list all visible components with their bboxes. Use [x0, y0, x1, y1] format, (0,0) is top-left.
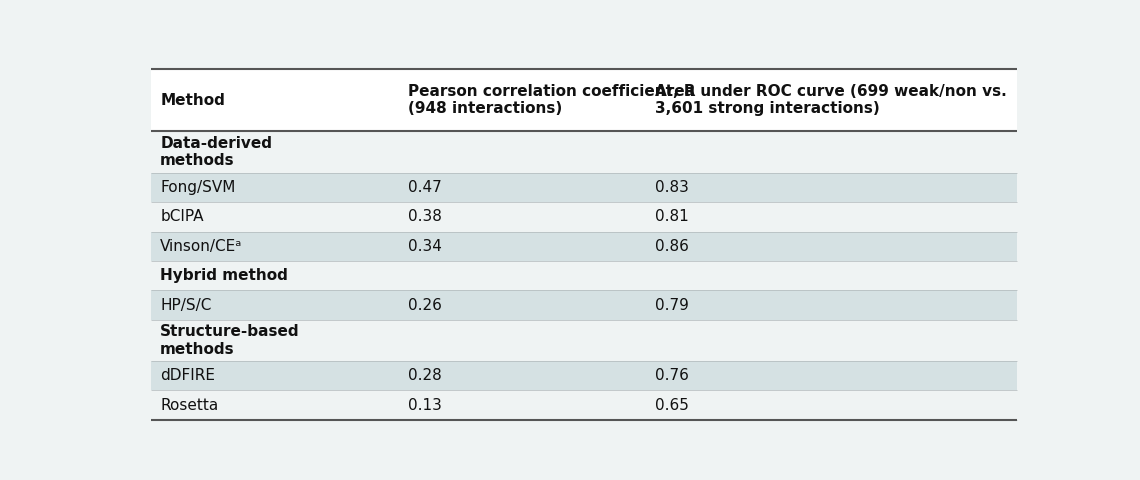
Text: bCIPA: bCIPA — [160, 209, 204, 224]
Bar — [152, 173, 1017, 202]
Bar — [152, 69, 1017, 132]
Bar — [152, 231, 1017, 261]
Text: 0.81: 0.81 — [654, 209, 689, 224]
Bar — [152, 202, 1017, 231]
Text: 0.26: 0.26 — [408, 298, 441, 312]
Text: 0.13: 0.13 — [408, 397, 441, 413]
Text: 0.38: 0.38 — [408, 209, 441, 224]
Text: Fong/SVM: Fong/SVM — [160, 180, 236, 195]
Text: 0.47: 0.47 — [408, 180, 441, 195]
Bar — [152, 132, 1017, 173]
Text: Data-derived
methods: Data-derived methods — [160, 136, 272, 168]
Text: 0.34: 0.34 — [408, 239, 441, 254]
Text: 0.79: 0.79 — [654, 298, 689, 312]
Bar — [152, 290, 1017, 320]
Bar — [152, 361, 1017, 390]
Text: Pearson correlation coefficient, R
(948 interactions): Pearson correlation coefficient, R (948 … — [408, 84, 695, 116]
Bar — [152, 390, 1017, 420]
Text: Method: Method — [160, 93, 225, 108]
Text: Rosetta: Rosetta — [160, 397, 219, 413]
Text: Structure-based
methods: Structure-based methods — [160, 324, 300, 357]
Bar — [152, 320, 1017, 361]
Text: 0.65: 0.65 — [654, 397, 689, 413]
Text: 0.76: 0.76 — [654, 368, 689, 383]
Text: Vinson/CEᵃ: Vinson/CEᵃ — [160, 239, 243, 254]
Text: HP/S/C: HP/S/C — [160, 298, 212, 312]
Bar — [152, 261, 1017, 290]
Text: Area under ROC curve (699 weak/non vs.
3,601 strong interactions): Area under ROC curve (699 weak/non vs. 3… — [654, 84, 1007, 116]
Text: 0.83: 0.83 — [654, 180, 689, 195]
Text: dDFIRE: dDFIRE — [160, 368, 215, 383]
Text: 0.86: 0.86 — [654, 239, 689, 254]
Text: 0.28: 0.28 — [408, 368, 441, 383]
Text: Hybrid method: Hybrid method — [160, 268, 288, 283]
